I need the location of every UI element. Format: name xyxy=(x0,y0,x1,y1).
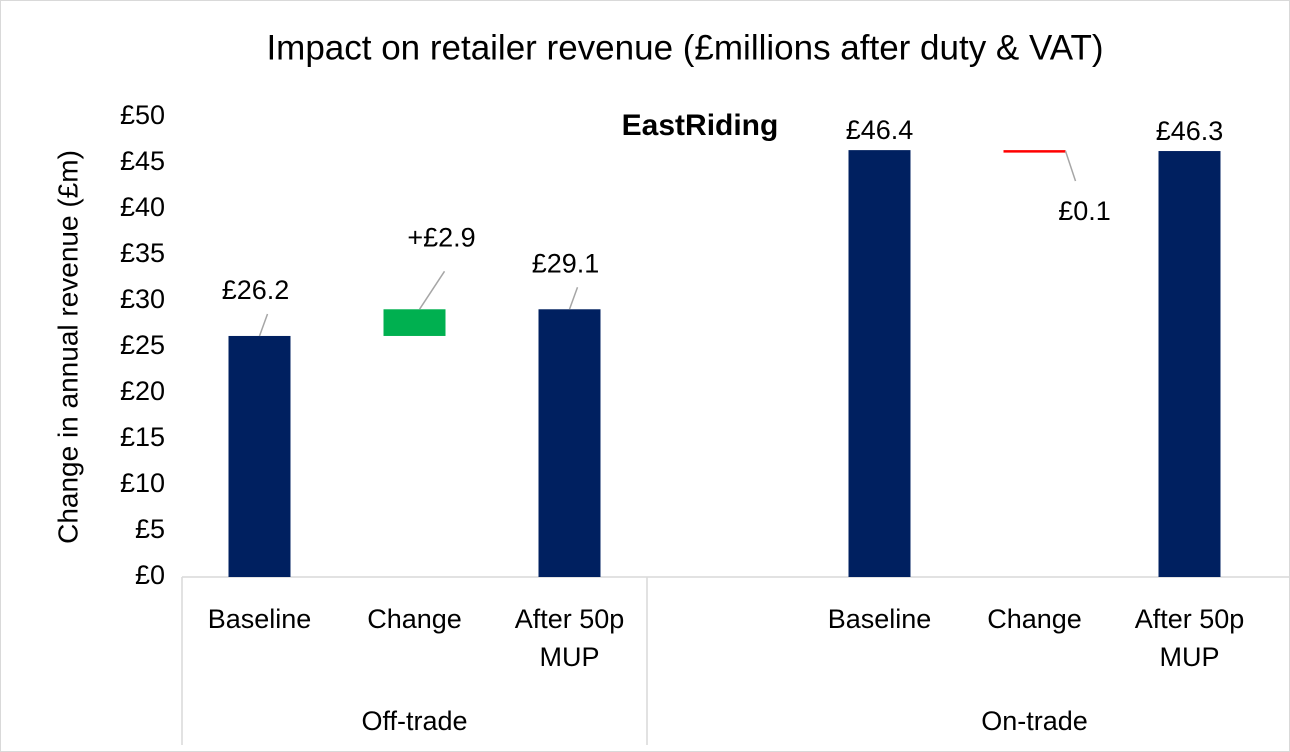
y-tick-label: £10 xyxy=(120,468,165,498)
change-bar xyxy=(383,309,446,336)
data-label: £29.1 xyxy=(532,248,600,278)
change-bar xyxy=(1003,150,1066,153)
data-label: £26.2 xyxy=(222,275,290,305)
data-label: £46.3 xyxy=(1156,116,1224,146)
leader-line xyxy=(258,313,269,337)
group-label: Off-trade xyxy=(361,706,468,736)
leader-line xyxy=(568,287,579,310)
chart-title: Impact on retailer revenue (£millions af… xyxy=(266,28,1103,67)
data-label: £46.4 xyxy=(846,115,914,145)
y-tick-label: £30 xyxy=(120,284,165,314)
x-tick-label: Baseline xyxy=(827,604,932,634)
y-tick-label: £45 xyxy=(120,146,165,176)
data-label: +£2.9 xyxy=(407,222,475,252)
bar xyxy=(848,150,911,577)
group-label: On-trade xyxy=(981,706,1088,736)
y-tick-label: £0 xyxy=(135,560,165,590)
bar xyxy=(228,335,291,577)
y-tick-label: £50 xyxy=(120,100,165,130)
y-axis-label: Change in annual revenue (£m) xyxy=(52,150,83,544)
data-label: £0.1 xyxy=(1058,196,1111,226)
leader-line xyxy=(418,270,446,310)
x-tick-label: Baseline xyxy=(207,604,312,634)
x-tick-label: After 50p MUP xyxy=(514,604,625,672)
y-tick-label: £35 xyxy=(120,238,165,268)
y-tick-label: £5 xyxy=(135,514,165,544)
y-tick-label: £40 xyxy=(120,192,165,222)
leader-line xyxy=(1064,150,1077,182)
annotation: EastRiding xyxy=(622,109,779,142)
y-tick-label: £20 xyxy=(120,376,165,406)
bar xyxy=(1158,151,1221,578)
x-tick-label: Change xyxy=(367,604,462,634)
bar xyxy=(538,309,601,577)
x-tick-label: Change xyxy=(987,604,1082,634)
y-tick-label: £15 xyxy=(120,422,165,452)
x-tick-label: After 50p MUP xyxy=(1134,604,1245,672)
y-tick-label: £25 xyxy=(120,330,165,360)
